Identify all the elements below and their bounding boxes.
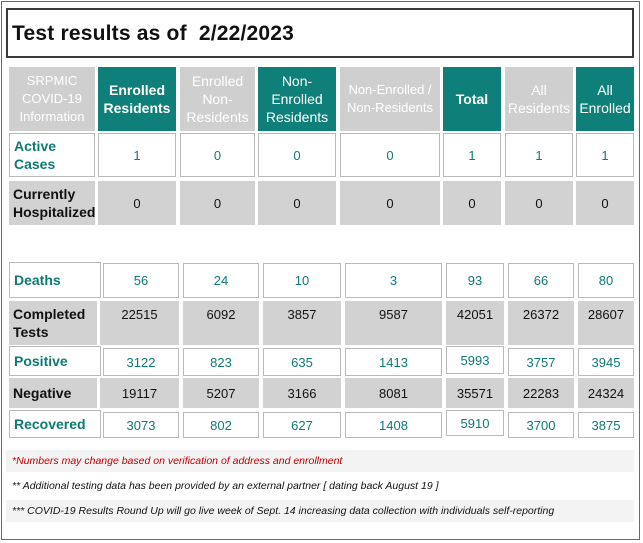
- header-non-enrolled-residents: Non-Enrolled Residents: [258, 67, 336, 131]
- header-total: Total: [443, 67, 501, 131]
- cell-active: 1: [576, 133, 634, 177]
- cell-negative: 35571: [446, 378, 504, 408]
- cell-positive: 823: [183, 348, 259, 376]
- row-label-hospitalized: Currently Hospitalized: [9, 181, 95, 225]
- cell-deaths: 10: [263, 263, 341, 298]
- cell-recovered: 5910: [446, 410, 504, 436]
- cell-active: 1: [98, 133, 176, 177]
- header-all-residents: All Residents: [505, 67, 573, 131]
- cell-negative: 5207: [183, 378, 259, 408]
- cell-deaths: 66: [508, 263, 574, 298]
- header-info: SRPMIC COVID-19 Information: [9, 67, 95, 131]
- row-label-completed: Completed Tests: [9, 301, 97, 345]
- cell-deaths: 24: [183, 263, 259, 298]
- cell-hospitalized: 0: [340, 181, 440, 225]
- note-round-up: *** COVID-19 Results Round Up will go li…: [6, 500, 634, 522]
- cell-completed: 22515: [100, 301, 179, 345]
- row-label-active: Active Cases: [9, 133, 95, 177]
- cell-hospitalized: 0: [443, 181, 501, 225]
- cell-hospitalized: 0: [505, 181, 573, 225]
- cell-deaths: 3: [345, 263, 442, 298]
- cell-recovered: 3875: [578, 412, 634, 438]
- cell-completed: 28607: [578, 301, 634, 345]
- note-verification: *Numbers may change based on verificatio…: [6, 450, 634, 472]
- cell-recovered: 3073: [103, 412, 179, 438]
- cell-positive: 1413: [345, 348, 442, 376]
- cell-negative: 3166: [263, 378, 341, 408]
- cell-active: 0: [258, 133, 336, 177]
- cell-completed: 3857: [263, 301, 341, 345]
- cell-positive: 3122: [103, 348, 179, 376]
- cell-negative: 8081: [345, 378, 442, 408]
- cell-hospitalized: 0: [258, 181, 336, 225]
- header-all-enrolled: All Enrolled: [576, 67, 634, 131]
- page-title: Test results as of 2/22/2023: [12, 22, 295, 45]
- cell-positive: 3945: [578, 348, 634, 376]
- header-non-enrolled-non-residents: Non-Enrolled / Non-Residents: [340, 67, 440, 131]
- cell-recovered: 3700: [508, 412, 574, 438]
- cell-completed: 42051: [446, 301, 504, 345]
- cell-active: 0: [180, 133, 255, 177]
- cell-negative: 22283: [508, 378, 574, 408]
- row-label-positive: Positive: [9, 346, 101, 376]
- row-label-deaths: Deaths: [9, 262, 101, 298]
- cell-positive: 3757: [508, 348, 574, 376]
- cell-active: 0: [340, 133, 440, 177]
- cell-active: 1: [443, 133, 501, 177]
- cell-hospitalized: 0: [576, 181, 634, 225]
- cell-hospitalized: 0: [180, 181, 255, 225]
- note-external-partner: ** Additional testing data has been prov…: [6, 475, 634, 497]
- cell-completed: 6092: [183, 301, 259, 345]
- cell-deaths: 80: [578, 263, 634, 298]
- cell-recovered: 627: [263, 412, 341, 438]
- cell-recovered: 1408: [345, 412, 442, 438]
- cell-completed: 9587: [345, 301, 442, 345]
- header-enrolled-non-residents: Enrolled Non-Residents: [180, 67, 255, 131]
- cell-completed: 26372: [508, 301, 574, 345]
- row-label-negative: Negative: [9, 378, 97, 408]
- cell-negative: 24324: [578, 378, 634, 408]
- cell-active: 1: [505, 133, 573, 177]
- cell-deaths: 56: [103, 263, 179, 298]
- cell-deaths: 93: [446, 263, 504, 298]
- cell-hospitalized: 0: [98, 181, 176, 225]
- row-label-recovered: Recovered: [9, 410, 101, 438]
- cell-negative: 19117: [100, 378, 179, 408]
- header-enrolled-residents: Enrolled Residents: [98, 67, 176, 131]
- cell-positive: 635: [263, 348, 341, 376]
- title-box: Test results as of 2/22/2023: [6, 8, 634, 58]
- cell-positive: 5993: [446, 346, 504, 374]
- cell-recovered: 802: [183, 412, 259, 438]
